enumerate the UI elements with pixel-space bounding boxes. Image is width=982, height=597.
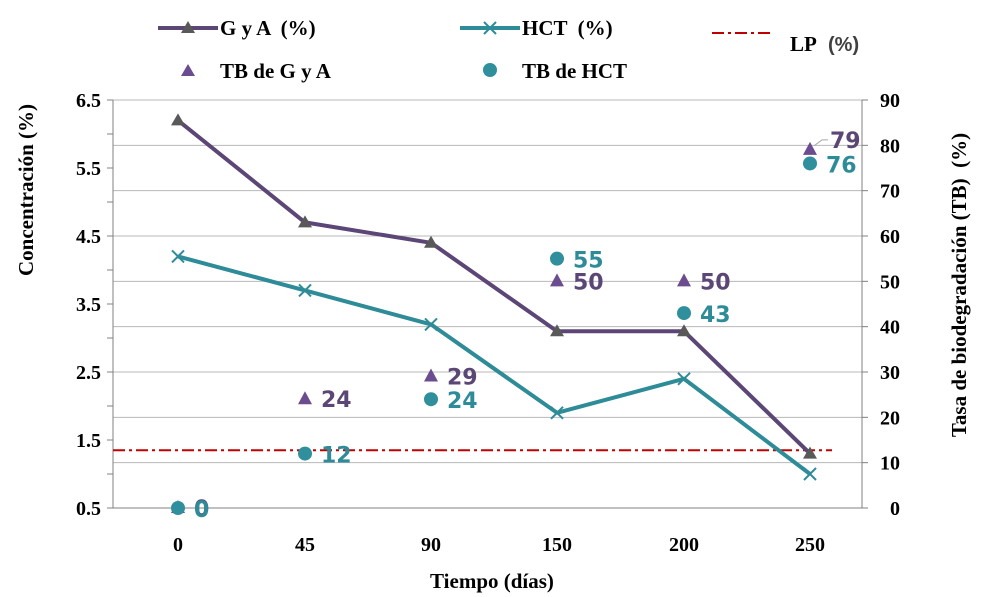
y-tick-label: 0.5 [76,498,101,520]
axes [107,99,868,509]
tb-hct-marker [298,446,312,461]
x-tick-label: 250 [795,534,825,556]
y2-tick-label: 40 [880,317,900,339]
y-axis-title: Concentración (%) [14,104,38,276]
hct-point-marker [803,467,817,481]
hct-point-marker [171,249,185,264]
y2-tick-label: 50 [880,271,900,293]
x-tick-label: 0 [173,534,183,556]
tb-gya-label: 50 [700,270,731,295]
tb-gya-label: 79 [830,129,861,154]
y2-tick-label: 90 [880,90,900,112]
tb-hct-marker [803,156,817,171]
tb-hct-label: 24 [447,389,478,414]
y2-tick-label: 70 [880,181,900,203]
series-line-hct [177,254,812,476]
y2-axis-title: Tasa de biodegradación (TB) (%) [947,133,971,437]
legend: G y A (%) HCT (%) LP (%) TB de G y A TB … [158,16,859,83]
legend-label-tb-gya: TB de G y A [220,59,332,83]
legend-label-tb-hct: TB de HCT [522,59,627,83]
tb-gya-marker [298,391,312,405]
tb-hct-label: 55 [573,249,604,274]
legend-item-tb-hct: TB de HCT [483,59,627,83]
legend-item-tb-gya: TB de G y A [181,59,332,83]
label-leader-line [813,139,828,147]
series-group [171,113,817,515]
x-axis-title: Tiempo (días) [430,569,554,593]
tb-hct-marker [424,392,438,407]
gya-point-marker [677,324,691,337]
tb-gya-marker [677,273,691,287]
y-tick-label: 5.5 [76,158,101,180]
legend-label-hct: HCT (%) [522,16,613,40]
hct-point-marker [677,372,691,386]
hct-point-marker [424,317,438,332]
gya-point-marker [803,446,817,459]
y2-tick-label: 60 [880,226,900,248]
gya-point-marker [298,215,312,228]
tb-hct-label: 0 [194,498,209,523]
legend-label-gya: G y A (%) [220,16,316,40]
y-tick-label: 3.5 [76,294,101,316]
gya-point-marker [171,113,185,126]
tb-gya-marker [424,368,438,382]
legend-label-lp-unit: (%) [828,34,859,56]
y-tick-label: 1.5 [76,430,101,452]
tb-hct-label: 12 [321,444,352,469]
legend-item-hct: HCT (%) [460,16,613,40]
x-tick-label: 150 [542,534,572,556]
tb-hct-label: 76 [826,153,857,178]
y2-tick-label: 10 [880,453,900,475]
tb-gya-label: 50 [573,270,604,295]
legend-item-lp: LP (%) [712,32,859,56]
y-tick-label: 4.5 [76,226,101,248]
tick-labels: 0.5 1.5 2.5 3.5 4.5 5.5 6.5 0 10 20 30 40 50 60 70 80 90… [76,90,900,556]
tb-gya-label: 29 [447,366,478,391]
tb-gya-marker [803,141,817,155]
tb-gya-label: 24 [321,388,352,413]
y-tick-label: 2.5 [76,362,101,384]
x-tick-label: 200 [669,534,699,556]
y-tick-label: 6.5 [76,90,101,112]
y2-tick-label: 30 [880,362,900,384]
x-tick-label: 45 [295,534,315,556]
gya-point-marker [424,235,438,248]
hct-point-marker [550,406,564,420]
tb-gya-marker [550,273,564,287]
x-tick-label: 90 [421,534,441,556]
legend-item-gya: G y A (%) [158,16,316,40]
tb-hct-marker [171,501,185,515]
tb-hct-marker [550,251,564,266]
y2-tick-label: 20 [880,407,900,429]
tb-hct-marker [677,306,691,321]
hct-point-marker [298,283,312,298]
tb-hct-label: 43 [700,303,731,328]
tb-gya-label: 0 [194,497,209,522]
legend-label-lp: LP [790,32,817,56]
y2-tick-label: 80 [880,135,900,157]
y2-tick-label: 0 [890,498,900,520]
gya-point-marker [550,324,564,337]
series-line-gya [176,118,812,456]
